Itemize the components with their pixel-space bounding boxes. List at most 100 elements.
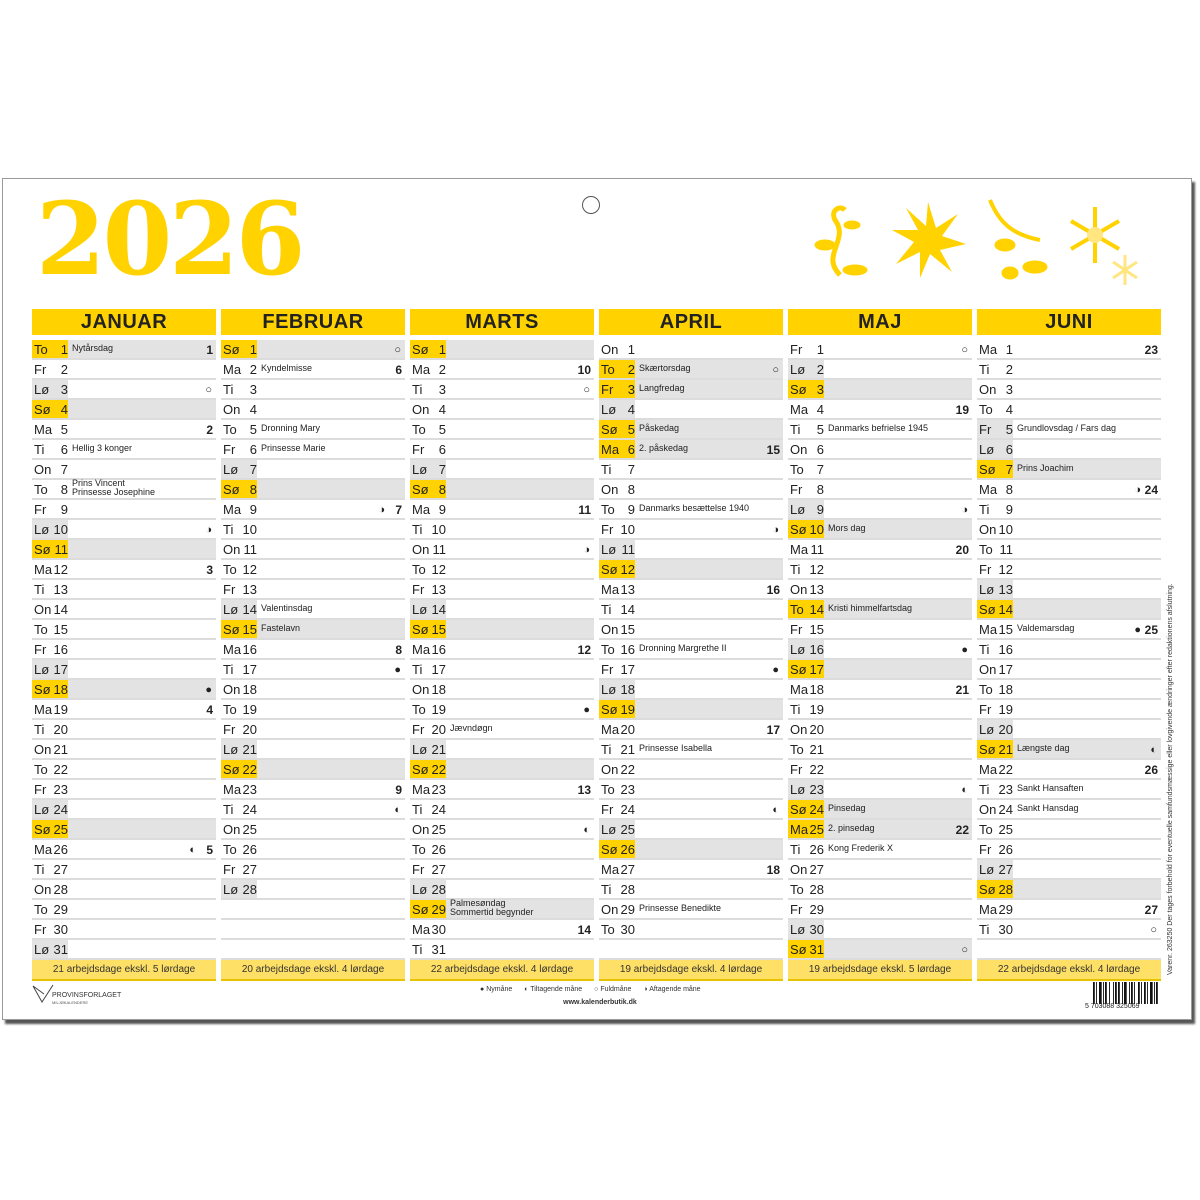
day-number: 16 xyxy=(809,642,824,657)
day-cell xyxy=(599,360,635,378)
weekday: Sø xyxy=(34,822,51,837)
weekday: To xyxy=(34,622,48,637)
day-row: Ti 9 xyxy=(977,500,1161,520)
day-number: 25 xyxy=(431,822,446,837)
day-row: To 5 xyxy=(410,420,594,440)
day-row: Ti 13 xyxy=(32,580,216,600)
day-number: 13 xyxy=(242,582,257,597)
weekday: Ma xyxy=(412,362,431,377)
day-cell xyxy=(788,800,824,818)
disclaimer-text: Varenr. 263250 Der tages forbehold for e… xyxy=(1167,583,1174,975)
weekday: Lø xyxy=(34,382,50,397)
weekday: Ma xyxy=(223,362,242,377)
weekday: Ti xyxy=(34,722,45,737)
day-number: 9 xyxy=(60,502,68,517)
week-number: 4 xyxy=(206,703,213,717)
week-number: 19 xyxy=(955,403,969,417)
week-number: 26 xyxy=(1144,763,1158,777)
day-number: 28 xyxy=(998,882,1013,897)
day-number: 1 xyxy=(1005,342,1013,357)
day-number: 31 xyxy=(431,942,446,957)
day-row: Fr 22 xyxy=(788,760,972,780)
weekday: Fr xyxy=(979,842,992,857)
day-row: Ma 2 Kyndelmisse 6 xyxy=(221,360,405,380)
weekday: To xyxy=(790,882,804,897)
day-note: Jævndøgn xyxy=(450,723,493,733)
weekday: Lø xyxy=(223,602,239,617)
first-moon-icon: ◐ xyxy=(394,804,401,816)
day-number: 23 xyxy=(53,782,68,797)
weekday: Fr xyxy=(790,622,803,637)
last-moon-icon: ◑ xyxy=(772,524,779,536)
day-row: To 21 xyxy=(788,740,972,760)
day-row: Lø 16 ● xyxy=(788,640,972,660)
month-maj: MAJ Fr 1 ○ Lø 2 Sø 3 Ma 4 19 Ti 5 Danmarks … xyxy=(788,309,972,981)
first-moon-icon: ◐ xyxy=(772,804,779,816)
day-row: Fr 17 ● xyxy=(599,660,783,680)
day-row: Sø 1 xyxy=(410,340,594,360)
day-note: Længste dag xyxy=(1017,743,1070,753)
day-number: 12 xyxy=(242,562,257,577)
day-number: 26 xyxy=(998,842,1013,857)
day-number: 5 xyxy=(60,422,68,437)
weekday: Lø xyxy=(979,722,995,737)
day-row: On 18 xyxy=(221,680,405,700)
day-row: Lø 28 xyxy=(410,880,594,900)
weekday: To xyxy=(223,702,237,717)
barcode-number: 5 703088 325069 xyxy=(1085,1003,1140,1010)
day-row: Sø 28 xyxy=(977,880,1161,900)
day-number: 4 xyxy=(816,402,824,417)
weekday: To xyxy=(790,742,804,757)
weekday: Sø xyxy=(601,702,618,717)
day-number: 2 xyxy=(1005,362,1013,377)
barcode-bar xyxy=(1124,982,1127,1004)
weekday: On xyxy=(601,342,619,357)
day-number: 3 xyxy=(1005,382,1013,397)
day-row: Sø 15 Fastelavn xyxy=(221,620,405,640)
new-moon-icon: ● xyxy=(1134,624,1141,636)
day-number: 17 xyxy=(620,662,635,677)
day-number: 3 xyxy=(627,382,635,397)
day-number: 17 xyxy=(809,662,824,677)
legend-label: Tiltagende måne xyxy=(530,986,583,993)
day-cell xyxy=(221,600,257,618)
weekday: Lø xyxy=(223,462,239,477)
day-number: 25 xyxy=(53,822,68,837)
weekday: To xyxy=(979,682,993,697)
day-number: 10 xyxy=(431,522,446,537)
day-number: 26 xyxy=(809,842,824,857)
day-number: 6 xyxy=(438,442,446,457)
day-number: 13 xyxy=(431,582,446,597)
day-note: Dronning Mary xyxy=(261,423,321,433)
weekday: To xyxy=(223,842,237,857)
day-number: 2 xyxy=(60,362,68,377)
workdays-footer: 21 arbejdsdage ekskl. 5 lørdage xyxy=(32,960,216,981)
weekday: Sø xyxy=(979,742,996,757)
day-number: 3 xyxy=(60,382,68,397)
day-row: Ma 13 16 xyxy=(599,580,783,600)
website-link[interactable]: www.kalenderbutik.dk xyxy=(563,999,637,1006)
weekday: Ma xyxy=(34,422,53,437)
day-row: Ti 10 xyxy=(221,520,405,540)
day-number: 18 xyxy=(53,682,68,697)
weekday: On xyxy=(223,822,241,837)
day-row: Lø 23 ◐ xyxy=(788,780,972,800)
weekday: Ma xyxy=(412,922,431,937)
day-number: 25 xyxy=(809,822,824,837)
weekday: Ma xyxy=(979,902,998,917)
new-moon-icon: ● xyxy=(583,704,590,716)
day-cell xyxy=(788,820,824,838)
day-number: 7 xyxy=(249,462,257,477)
full-moon-icon: ○ xyxy=(594,986,599,993)
weekday: To xyxy=(412,562,426,577)
weekday: Sø xyxy=(790,802,807,817)
day-row: Ti 28 xyxy=(599,880,783,900)
branch-icon xyxy=(988,199,1048,280)
day-row: Fr 10 ◑ xyxy=(599,520,783,540)
full-moon-icon: ○ xyxy=(1150,924,1157,936)
day-cell xyxy=(977,440,1013,458)
day-cell xyxy=(32,940,68,958)
day-number: 17 xyxy=(242,662,257,677)
day-cell xyxy=(32,380,68,398)
weekday: Ma xyxy=(790,682,809,697)
